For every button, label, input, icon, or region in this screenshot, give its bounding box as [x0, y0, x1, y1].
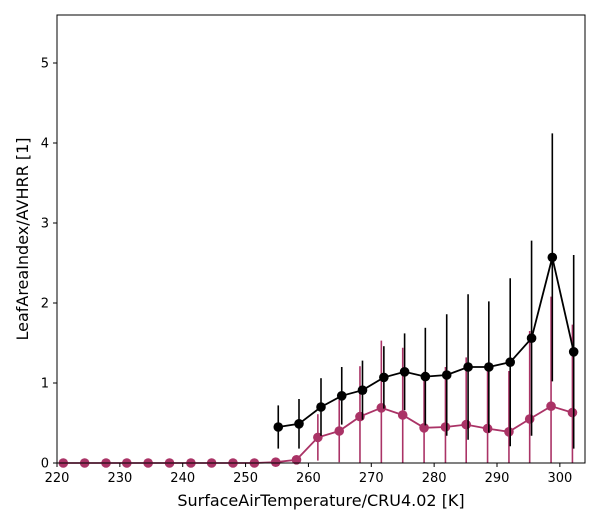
- x-tick-label-5: 270: [359, 471, 384, 486]
- series-layer: [58, 133, 579, 468]
- series-0-point-13: [547, 252, 558, 263]
- series-0-point-3: [336, 391, 347, 401]
- series-0-point-1: [294, 419, 304, 429]
- series-1-point-23: [546, 401, 556, 412]
- x-tick-label-1: 230: [107, 471, 132, 486]
- plot-frame: [56, 14, 586, 464]
- series-0-point-9: [463, 362, 473, 372]
- series-1-point-17: [419, 423, 429, 433]
- y-tick-label-4: 4: [41, 137, 49, 152]
- series-1: [58, 296, 578, 468]
- x-tick-label-8: 300: [547, 471, 572, 486]
- y-tick-label-2: 2: [41, 297, 49, 312]
- series-1-point-10: [270, 457, 281, 468]
- x-tick-label-3: 250: [233, 471, 258, 486]
- series-1-point-15: [376, 403, 387, 413]
- series-1-point-20: [482, 423, 493, 434]
- series-0-point-12: [526, 333, 537, 344]
- y-tick-label-1: 1: [41, 377, 49, 392]
- series-1-point-19: [461, 419, 472, 430]
- series-1-point-22: [524, 414, 535, 424]
- x-tick-label-2: 240: [170, 471, 195, 486]
- x-tick-label-4: 260: [296, 471, 321, 486]
- series-1-point-24: [567, 407, 578, 418]
- series-1-point-16: [397, 410, 408, 420]
- y-tick-label-3: 3: [41, 217, 49, 232]
- series-1-point-21: [504, 427, 514, 437]
- series-0-point-6: [399, 367, 410, 377]
- x-tick-label-6: 280: [422, 471, 447, 486]
- series-0-point-4: [357, 385, 368, 396]
- series-1-point-14: [355, 411, 365, 422]
- series-0-point-8: [441, 370, 452, 380]
- series-0-point-0: [273, 422, 284, 432]
- series-1-point-18: [440, 422, 451, 432]
- x-tick-label-7: 290: [485, 471, 510, 486]
- series-0-point-7: [420, 371, 431, 382]
- series-0-point-11: [505, 357, 515, 368]
- series-0-point-2: [316, 402, 326, 412]
- x-tick-label-0: 220: [45, 471, 70, 486]
- y-axis-label: LeafAreaIndex/AVHRR [1]: [13, 137, 32, 340]
- y-tick-label-5: 5: [41, 57, 49, 72]
- series-0-point-5: [379, 372, 389, 383]
- series-0-point-14: [568, 347, 579, 357]
- series-1-point-13: [334, 426, 345, 436]
- axis-layer: 220 230 240 250 260 270 280 290 300 0 1 2 3 4 5: [41, 57, 573, 487]
- y-tick-label-0: 0: [41, 457, 49, 472]
- x-axis-label: SurfaceAirTemperature/CRU4.02 [K]: [177, 491, 464, 510]
- series-0-point-10: [484, 362, 494, 372]
- series-0: [273, 133, 579, 449]
- series-1-point-11: [291, 455, 302, 465]
